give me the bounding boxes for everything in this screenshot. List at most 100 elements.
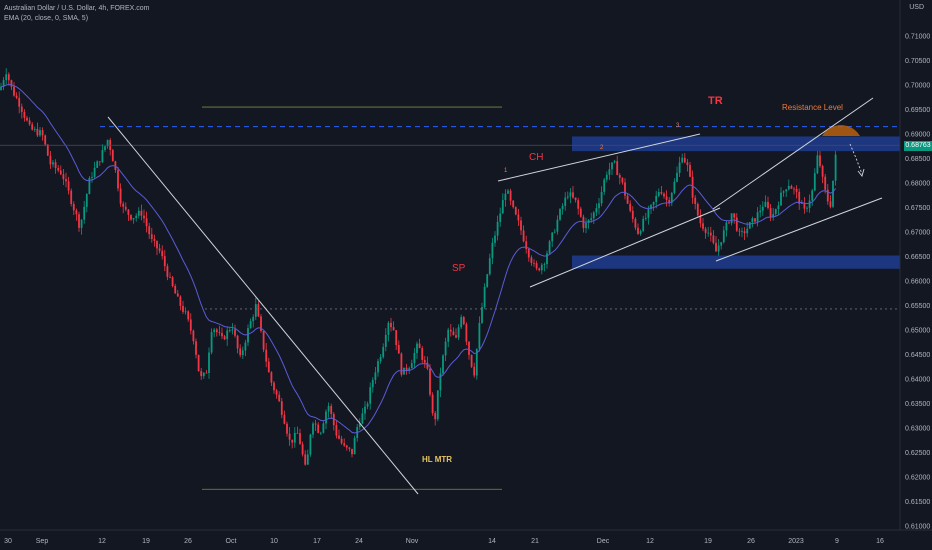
candle-body	[790, 185, 793, 189]
candle-body	[301, 444, 304, 455]
candle-body	[429, 368, 431, 395]
candle-body	[746, 228, 749, 234]
candle-body	[473, 366, 476, 376]
candle-body	[41, 130, 44, 136]
annotation-sp: SP	[452, 263, 466, 274]
support-zone	[572, 255, 900, 269]
x-tick-label: 30	[4, 538, 12, 545]
annotation-point-1: 1	[504, 168, 508, 174]
candle-body	[200, 371, 203, 377]
candle-body	[540, 264, 543, 271]
candle-body	[124, 206, 127, 210]
candle-body	[735, 217, 738, 231]
candle-body	[197, 354, 200, 372]
x-tick-label: 12	[98, 538, 106, 545]
y-tick-label: 0.69500	[905, 107, 930, 114]
candle-body	[296, 432, 299, 434]
candle-body	[754, 218, 756, 222]
candle-body	[257, 304, 260, 317]
candle-body	[137, 210, 140, 216]
candle-body	[20, 106, 23, 112]
candle-body	[574, 197, 577, 201]
candle-body	[798, 191, 801, 204]
candle-body	[52, 162, 54, 165]
candle-body	[85, 194, 88, 207]
candle-body	[83, 206, 86, 220]
candle-body	[605, 174, 608, 180]
candle-body	[54, 162, 57, 169]
candle-body	[70, 190, 73, 204]
candle-body	[218, 332, 221, 334]
candle-body	[834, 154, 837, 181]
candle-body	[743, 231, 746, 234]
candle-body	[530, 257, 533, 263]
candle-body	[158, 248, 161, 251]
y-tick-label: 0.62000	[905, 475, 930, 482]
candle-body	[504, 193, 507, 201]
candle-body	[119, 188, 122, 204]
candle-body	[353, 437, 356, 455]
y-tick-label: 0.66500	[905, 254, 930, 261]
x-tick-label: Sep	[36, 538, 49, 545]
symbol-legend[interactable]: Australian Dollar / U.S. Dollar, 4h, FOR…	[4, 5, 150, 12]
y-axis-background	[900, 0, 932, 550]
candle-body	[88, 177, 91, 195]
candle-body	[122, 203, 125, 207]
candle-body	[148, 226, 151, 235]
candle-body	[33, 128, 36, 130]
rising-upper-line	[712, 97, 874, 210]
candle-body	[759, 210, 762, 213]
candle-body	[0, 86, 2, 90]
candle-body	[600, 191, 603, 204]
candle-body	[270, 372, 273, 383]
candle-body	[631, 210, 634, 219]
candle-body	[351, 448, 353, 455]
candle-body	[96, 161, 99, 168]
candle-body	[548, 241, 551, 254]
candle-body	[36, 128, 39, 136]
candle-body	[397, 344, 400, 354]
candle-body	[603, 179, 606, 192]
candle-body	[104, 146, 106, 151]
candle-body	[689, 164, 691, 177]
candle-body	[202, 372, 205, 377]
candle-body	[813, 173, 816, 191]
candle-body	[707, 232, 710, 234]
candle-body	[306, 454, 309, 465]
candle-body	[577, 200, 580, 209]
resistance-arc	[822, 125, 860, 136]
candle-body	[371, 379, 374, 388]
candle-body	[184, 311, 187, 313]
candle-body	[676, 172, 678, 182]
candle-body	[782, 191, 785, 193]
channel-upper-line	[497, 133, 701, 182]
candle-body	[236, 335, 239, 349]
candle-body	[590, 218, 593, 220]
candle-body	[273, 382, 275, 391]
candle-body	[553, 231, 556, 233]
candle-body	[795, 188, 798, 192]
candle-body	[598, 203, 600, 209]
candle-body	[543, 264, 546, 265]
y-tick-label: 0.69000	[905, 132, 930, 139]
candle-body	[145, 218, 148, 227]
x-tick-label: 9	[835, 538, 839, 545]
candle-body	[738, 230, 741, 232]
x-tick-label: 26	[184, 538, 192, 545]
candle-body	[608, 169, 611, 175]
candle-body	[98, 161, 101, 163]
candle-body	[442, 355, 444, 374]
candle-body	[673, 181, 676, 193]
candle-body	[439, 373, 442, 391]
candle-body	[457, 327, 460, 338]
ema-legend[interactable]: EMA (20, close, 0, SMA, 5)	[4, 15, 89, 22]
candle-body	[800, 203, 803, 205]
y-tick-label: 0.65000	[905, 328, 930, 335]
candle-body	[681, 157, 684, 163]
candle-body	[488, 258, 491, 275]
candle-body	[49, 155, 52, 165]
candle-body	[395, 330, 398, 345]
candle-body	[665, 196, 668, 200]
candle-body	[538, 268, 541, 271]
